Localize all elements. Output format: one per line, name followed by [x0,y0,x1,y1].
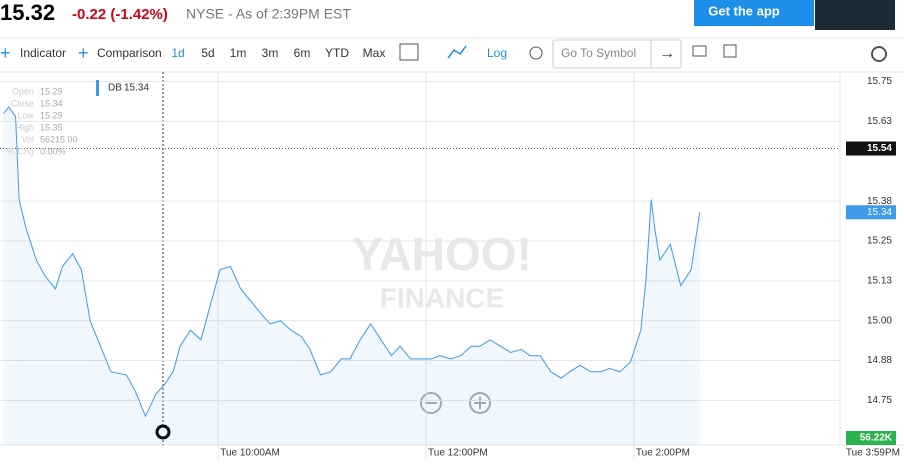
tooltip-value: 15.29 [40,86,63,96]
legend-swatch [96,80,99,96]
symbol-placeholder[interactable]: Go To Symbol [561,46,636,60]
comparison-button[interactable]: Comparison [97,46,162,60]
tooltip-label: % Chg [7,146,34,156]
y-tick-label: 14.75 [867,395,892,406]
tooltip-value: 15.34 [40,98,63,108]
x-tick-label: Tue 2:00PM [636,448,690,459]
y-tick-label: 15.75 [867,76,892,87]
watermark: YAHOO! [352,228,532,280]
zoom-in[interactable] [469,392,491,414]
status: NYSE - As of 2:39PM EST [186,6,351,22]
range-button[interactable]: 1m [230,46,247,60]
prev-close-box [846,141,896,156]
y-tick-label: 15.00 [867,315,892,326]
y-tick-label: 15.25 [867,236,892,247]
tooltip-label: Low [17,110,34,120]
x-tick-label: Tue 10:00AM [220,448,280,459]
tooltip-value: 15.35 [40,122,63,132]
y-tick-label: 15.38 [867,196,892,207]
price-line [3,106,701,418]
app-image [815,0,895,30]
settings-icon[interactable] [871,46,887,62]
range-button[interactable]: 3m [262,46,279,60]
indicator-button[interactable]: Indicator [20,46,66,60]
app-button[interactable] [694,0,814,26]
app-button-text[interactable]: Get the app [708,3,780,18]
print-icon[interactable] [692,45,707,57]
zoom-out[interactable] [420,392,442,414]
log-button[interactable]: Log [487,46,507,60]
tooltip-value: 0.00% [40,146,66,156]
plus-icon[interactable]: + [0,43,11,63]
range-button[interactable]: YTD [325,46,349,60]
range-button[interactable]: 6m [294,46,311,60]
tooltip-label: Vol [21,134,34,144]
chart-type-icon[interactable] [447,45,467,59]
area [3,107,700,445]
go-arrow[interactable]: → [659,45,675,62]
volume-box [846,431,896,445]
tooltip-value: 56215.00 [40,134,78,144]
price: 15.32 [0,0,55,25]
x-tick-label: Tue 12:00PM [428,448,488,459]
volume-label: 56.22K [860,433,893,444]
y-tick-label: 15.63 [867,116,892,127]
watermark: FINANCE [380,282,504,313]
tooltip-label: Close [11,98,34,108]
share-icon[interactable] [723,44,737,58]
last-price-box [846,205,896,220]
legend-value: 15.34 [124,83,149,94]
legend-name: DB [108,83,122,94]
tooltip-label: Open [12,86,34,96]
range-button[interactable]: 5d [201,46,214,60]
range-button[interactable]: 1d [171,46,184,60]
y-tick-label: 14.88 [867,355,892,366]
calendar-icon[interactable] [399,43,419,61]
zoom-in-plus[interactable] [474,397,486,409]
crosshair-handle[interactable] [155,424,171,440]
change: -0.22 (-1.42%) [72,6,168,23]
range-button[interactable]: Max [363,46,386,60]
plus-icon[interactable]: + [78,43,89,63]
last-price-label: 15.34 [867,207,892,218]
symbol-input[interactable] [552,39,682,69]
reset-icon[interactable] [529,46,543,60]
y-tick-label: 15.13 [867,275,892,286]
prev-close-label: 15.54 [867,143,892,154]
tooltip-value: 15.29 [40,110,63,120]
tooltip-label: High [15,122,34,132]
x-tick-label: Tue 3:59PM [846,448,900,459]
plot [0,72,840,459]
